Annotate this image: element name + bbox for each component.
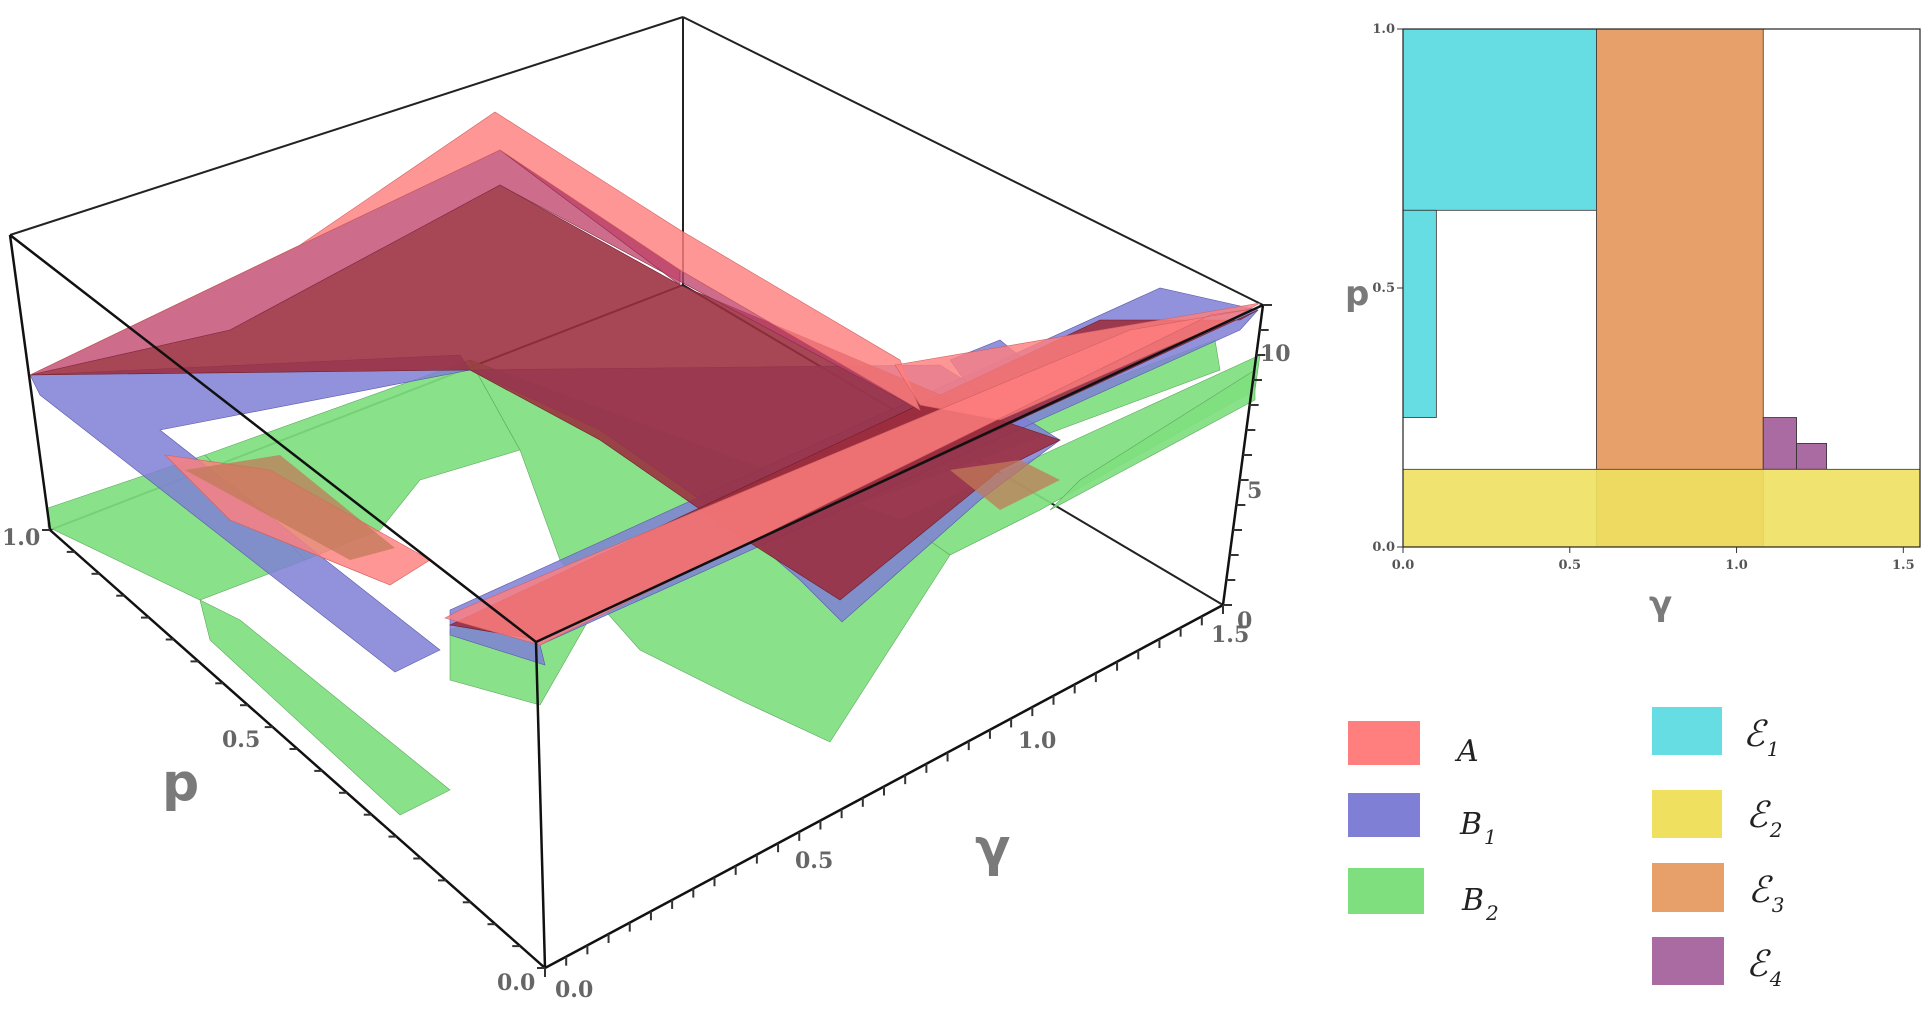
gamma-tick-1.5: 1.5 <box>1211 622 1249 648</box>
x-tick-label: 1.5 <box>1892 558 1915 573</box>
p-tick-0.5: 0.5 <box>222 727 260 753</box>
z-tick-5: 5 <box>1247 478 1262 504</box>
box-edge <box>8 234 52 531</box>
box-edge <box>9 16 684 236</box>
legend-subscript: 1 <box>1767 737 1780 761</box>
legend-label: A <box>1454 734 1479 769</box>
legend-swatch <box>1652 790 1722 838</box>
box-edge <box>534 641 547 969</box>
gamma-tick-0.5: 0.5 <box>795 848 833 874</box>
p-axis-label: p <box>162 753 199 813</box>
legend-swatch <box>1348 721 1420 765</box>
region-e2 <box>1402 468 1921 548</box>
legend-subscript: 2 <box>1769 818 1783 842</box>
tick-marks-2d: 0.0 0.5 1.0 1.5 0.0 0.5 1.0 <box>1372 22 1914 573</box>
surface-overlaps <box>185 455 1060 560</box>
z-tick-0: 0 <box>1237 608 1252 634</box>
region-e4 <box>1762 417 1797 470</box>
tick-marks-3d <box>42 304 1272 977</box>
region-e1 <box>1402 28 1597 211</box>
gamma-tick-1.0: 1.0 <box>1018 728 1056 754</box>
legend-subscript: 1 <box>1484 825 1497 849</box>
y-tick-label: 0.5 <box>1372 281 1395 296</box>
legend-swatch <box>1652 863 1724 912</box>
region-e1 <box>1402 209 1437 418</box>
gamma-tick-0.0: 0.0 <box>555 977 593 1003</box>
box-edge <box>535 303 1264 644</box>
legend-swatch <box>1652 707 1722 755</box>
legend-subscript: 3 <box>1772 893 1785 917</box>
gamma-axis-label-2d: γ <box>1649 584 1672 624</box>
x-tick-label: 0.0 <box>1392 558 1415 573</box>
legend: A B 1 B 2 ℰ 1 ℰ 2 ℰ 3 ℰ 4 <box>1348 707 1785 991</box>
p-axis-label-2d: p <box>1345 274 1369 314</box>
gamma-axis-label: γ <box>975 818 1010 878</box>
surface-patch <box>1049 369 1256 511</box>
z-tick-10: 10 <box>1260 341 1291 367</box>
y-tick-label: 1.0 <box>1372 22 1395 37</box>
regions <box>1402 28 1921 548</box>
p-tick-0.0: 0.0 <box>497 970 535 996</box>
box-edge <box>9 234 537 643</box>
surface-patch <box>185 455 395 560</box>
legend-subscript: 2 <box>1485 901 1499 925</box>
legend-swatch <box>1348 793 1420 837</box>
region-e3 <box>1596 28 1764 548</box>
legend-subscript: 4 <box>1769 967 1783 991</box>
y-tick-label: 0.0 <box>1372 540 1395 555</box>
legend-swatch <box>1348 868 1424 914</box>
surface-plot-3d: 1.0 0.5 0.0 0.0 0.5 1.0 1.5 0 5 10 p γ <box>2 16 1291 1003</box>
box-edge <box>682 16 1264 306</box>
surface-patch <box>199 599 451 816</box>
x-tick-label: 1.0 <box>1725 558 1748 573</box>
p-tick-1.0: 1.0 <box>2 525 40 551</box>
legend-swatch <box>1652 937 1724 985</box>
region-e4 <box>1796 442 1828 470</box>
surface-patch <box>950 460 1060 510</box>
x-tick-label: 0.5 <box>1558 558 1581 573</box>
region-plot-2d: 0.0 0.5 1.0 1.5 0.0 0.5 1.0 p γ <box>1345 22 1921 624</box>
